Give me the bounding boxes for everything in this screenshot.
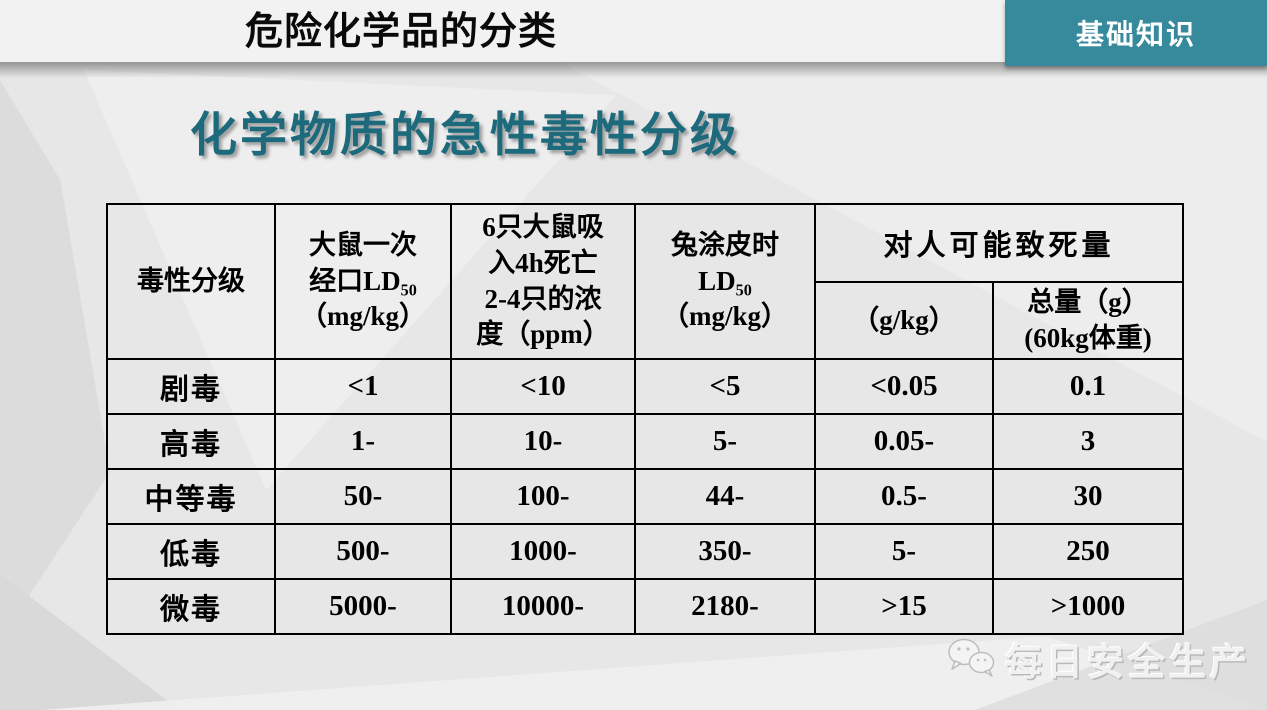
- header-cell-rabbit-dermal-ld50: 兔涂皮时 LD₅₀ （mg/kg）: [634, 203, 816, 360]
- watermark: 每日安全生产: [945, 632, 1251, 686]
- wechat-icon: [945, 635, 997, 684]
- data-cell: 0.05-: [814, 413, 994, 470]
- page-title: 化学物质的急性毒性分级: [190, 110, 740, 162]
- data-cell: 5000-: [274, 578, 452, 635]
- data-cell: 3: [992, 413, 1184, 470]
- data-cell: 1000-: [450, 523, 636, 580]
- data-cell: >15: [814, 578, 994, 635]
- header-cell-rat-inhalation: 6只大鼠吸 入4h死亡 2-4只的浓 度（ppm）: [450, 203, 636, 360]
- data-cell: 50-: [274, 468, 452, 525]
- table-row: 低毒 500- 1000- 350- 5- 250: [106, 523, 1184, 580]
- data-cell: 30: [992, 468, 1184, 525]
- data-cell: 44-: [634, 468, 816, 525]
- section-badge: 基础知识: [1005, 0, 1267, 66]
- data-cell: 2180-: [634, 578, 816, 635]
- data-cell: 0.5-: [814, 468, 994, 525]
- data-cell: <0.05: [814, 358, 994, 415]
- watermark-text: 每日安全生产: [1005, 643, 1251, 684]
- row-label: 低毒: [106, 523, 276, 580]
- header-cell-human-lethal-per-kg: （g/kg）: [814, 281, 994, 360]
- toxicity-table: 毒性分级 大鼠一次 经口LD₅₀ （mg/kg） 6只大鼠吸 入4h死亡 2-4…: [106, 203, 1184, 635]
- table-row: 剧毒 <1 <10 <5 <0.05 0.1: [106, 358, 1184, 415]
- row-label: 剧毒: [106, 358, 276, 415]
- data-cell: <1: [274, 358, 452, 415]
- table-row: 微毒 5000- 10000- 2180- >15 >1000: [106, 578, 1184, 635]
- header-cell-human-lethal-total: 总量（g） (60kg体重): [992, 281, 1184, 360]
- row-label: 微毒: [106, 578, 276, 635]
- header-shadow: [0, 62, 1267, 78]
- background-facet: [0, 80, 110, 640]
- row-label: 中等毒: [106, 468, 276, 525]
- data-cell: 350-: [634, 523, 816, 580]
- data-cell: 5-: [814, 523, 994, 580]
- table-row: 中等毒 50- 100- 44- 0.5- 30: [106, 468, 1184, 525]
- data-cell: >1000: [992, 578, 1184, 635]
- data-cell: 10000-: [450, 578, 636, 635]
- data-cell: <5: [634, 358, 816, 415]
- table-row: 高毒 1- 10- 5- 0.05- 3: [106, 413, 1184, 470]
- data-cell: 10-: [450, 413, 636, 470]
- header-title: 危险化学品的分类: [245, 11, 558, 53]
- header-cell-rat-oral-ld50: 大鼠一次 经口LD₅₀ （mg/kg）: [274, 203, 452, 360]
- header-cell-toxicity-grade: 毒性分级: [106, 203, 276, 360]
- header-cell-human-lethal-group: 对人可能致死量: [814, 203, 1184, 283]
- data-cell: 1-: [274, 413, 452, 470]
- data-cell: 0.1: [992, 358, 1184, 415]
- data-cell: <10: [450, 358, 636, 415]
- data-cell: 100-: [450, 468, 636, 525]
- row-label: 高毒: [106, 413, 276, 470]
- data-cell: 5-: [634, 413, 816, 470]
- data-cell: 500-: [274, 523, 452, 580]
- data-cell: 250: [992, 523, 1184, 580]
